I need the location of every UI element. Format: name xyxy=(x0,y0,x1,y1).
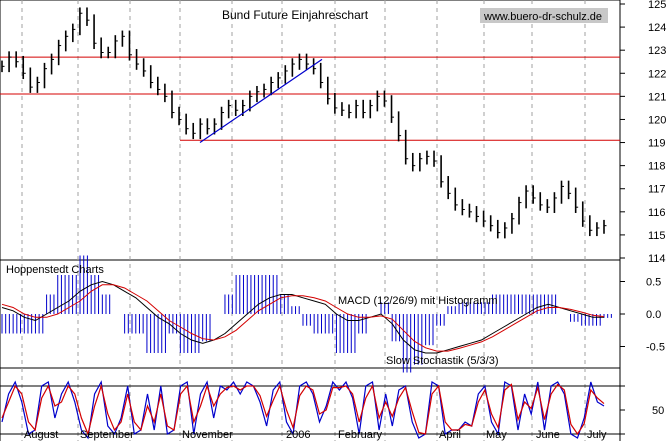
price-panel-frame xyxy=(0,0,621,261)
price-tick-label: 114 xyxy=(648,253,666,265)
month-label: August xyxy=(24,429,58,441)
month-label: May xyxy=(486,429,507,441)
horizontal-resistance-lines xyxy=(0,56,620,141)
price-tick-label: 120 xyxy=(648,114,666,126)
macd-series-line xyxy=(1,284,605,352)
stochastic-panel-frame xyxy=(0,367,621,441)
month-label: September xyxy=(80,429,134,441)
price-tick-label: 117 xyxy=(648,184,666,196)
price-tick-label: 118 xyxy=(648,161,666,173)
macd-left-label: Hoppenstedt Charts xyxy=(6,264,104,276)
stochastic-tick-label: 50 xyxy=(652,405,664,417)
price-tick-label: 115 xyxy=(648,230,666,242)
stochastic-lines xyxy=(0,380,620,440)
macd-tick-label: 0.0 xyxy=(646,309,661,321)
month-label: 2006 xyxy=(286,429,310,441)
trendline xyxy=(199,58,323,144)
month-label: June xyxy=(536,429,560,441)
price-tick-label: 122 xyxy=(648,68,666,80)
month-label: April xyxy=(439,429,461,441)
trendline-group xyxy=(199,58,323,144)
price-tick-label: 124 xyxy=(648,22,666,34)
watermark-url: www.buero-dr-schulz.de xyxy=(483,11,602,23)
macd-series-line xyxy=(1,280,604,354)
macd-tick-label: -0.5 xyxy=(646,342,665,354)
stochastic-series-line xyxy=(1,383,605,436)
watermark-box xyxy=(480,8,608,23)
month-axis: August September November 2006 February April… xyxy=(24,429,607,441)
macd-tick-label: 0.5 xyxy=(646,277,661,289)
price-series xyxy=(1,7,607,239)
stochastic-title: Slow Stochastik (5/3/3) xyxy=(386,355,499,367)
price-tick-label: 125 xyxy=(648,0,666,11)
macd-axis: -0.5 0.0 0.5 xyxy=(620,277,665,354)
price-tick-label: 119 xyxy=(648,138,666,150)
price-tick-label: 116 xyxy=(648,207,666,219)
macd-title: MACD (12/26/9) mit Histogramm xyxy=(338,295,498,307)
price-axis: 114 115 116 117 118 119 120 121 122 123 124 125 xyxy=(620,0,666,265)
price-tick-label: 121 xyxy=(648,91,666,103)
vertical-gridlines xyxy=(21,0,586,441)
chart-title: Bund Future Einjahreschart xyxy=(222,8,369,22)
month-label: November xyxy=(182,429,233,441)
month-label: February xyxy=(338,429,383,441)
month-label: July xyxy=(587,429,607,441)
stochastic-axis: 50 xyxy=(620,385,664,435)
macd-lines xyxy=(1,280,605,354)
price-tick-label: 123 xyxy=(648,45,666,57)
